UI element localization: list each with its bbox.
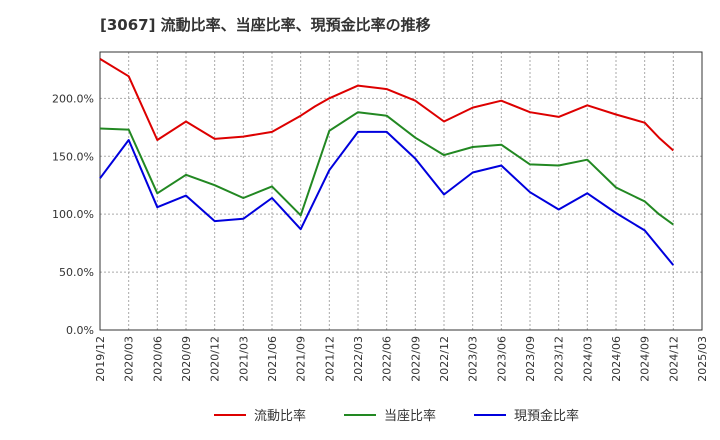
x-tick-label: 2024/09 (639, 336, 652, 382)
series-line-3 (99, 130, 675, 266)
x-tick-label: 2022/12 (438, 336, 451, 382)
x-tick-label: 2025/03 (696, 336, 709, 382)
legend-label: 当座比率 (384, 408, 436, 424)
legend: 流動比率 当座比率 現預金比率 (214, 408, 579, 424)
x-tick-label: 2023/03 (467, 336, 480, 382)
x-tick-label: 2019/12 (94, 336, 107, 382)
x-tick-label: 2020/06 (151, 336, 164, 382)
series-layer (99, 58, 675, 266)
y-tick-label: 0.0% (66, 324, 94, 337)
grid-layer (100, 52, 702, 330)
axis-layer: 0.0% 50.0% 100.0% 150.0% 200.0% 2019/12 2020/0… (52, 92, 709, 381)
x-tick-label: 2021/09 (295, 336, 308, 382)
x-tick-label: 2022/06 (381, 336, 394, 382)
y-tick-label: 100.0% (52, 208, 94, 221)
x-tick-label: 2023/12 (553, 336, 566, 382)
x-tick-label: 2023/09 (524, 336, 537, 382)
chart-title: [3067] 流動比率、当座比率、現預金比率の推移 (100, 16, 431, 34)
x-tick-label: 2021/06 (266, 336, 279, 382)
x-tick-label: 2020/12 (209, 336, 222, 382)
x-tick-label: 2020/09 (180, 336, 193, 382)
x-tick-label: 2024/03 (581, 336, 594, 382)
x-tick-label: 2024/12 (667, 336, 680, 382)
legend-label: 流動比率 (254, 408, 306, 424)
x-tick-label: 2022/09 (409, 336, 422, 382)
legend-label: 現預金比率 (514, 408, 579, 424)
y-tick-label: 150.0% (52, 150, 94, 163)
series-line-1 (99, 58, 674, 152)
x-tick-label: 2024/06 (610, 336, 623, 382)
x-tick-label: 2020/03 (123, 336, 136, 382)
x-tick-label: 2023/06 (495, 336, 508, 382)
x-tick-label: 2021/03 (237, 336, 250, 382)
y-tick-label: 50.0% (59, 266, 94, 279)
x-tick-label: 2022/03 (352, 336, 365, 382)
y-tick-label: 200.0% (52, 92, 94, 105)
series-line-2 (99, 111, 674, 226)
x-tick-label: 2021/12 (323, 336, 336, 382)
plot-frame (99, 51, 703, 331)
